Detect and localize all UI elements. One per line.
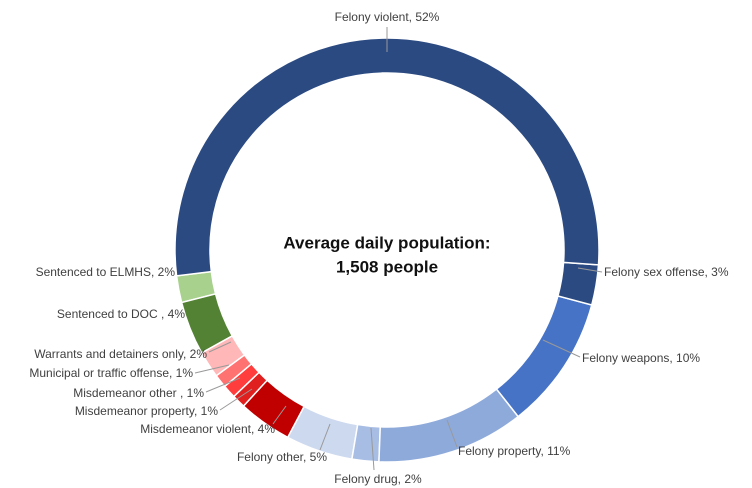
- leader-line: [272, 405, 287, 425]
- data-label: Sentenced to DOC , 4%: [57, 307, 185, 321]
- donut-segment: [557, 261, 600, 306]
- donut-segment: [286, 405, 359, 460]
- data-label: Felony drug, 2%: [334, 472, 422, 486]
- donut-segment: [215, 353, 253, 388]
- data-label: Misdemeanor property, 1%: [75, 404, 219, 418]
- donut-segment: [495, 295, 593, 418]
- leader-line: [219, 388, 253, 411]
- donut-segment: [180, 292, 234, 354]
- donut-segment: [232, 371, 269, 408]
- data-label: Warrants and detainers only, 2%: [34, 347, 207, 361]
- leader-line: [542, 339, 581, 358]
- center-label: Average daily population:: [283, 233, 490, 252]
- donut-segment: [174, 37, 600, 277]
- leader-line: [205, 377, 241, 393]
- data-label: Felony weapons, 10%: [582, 351, 700, 365]
- data-label: Misdemeanor other , 1%: [73, 386, 204, 400]
- donut-segment: [200, 334, 246, 377]
- data-label: Misdemeanor violent, 4%: [140, 422, 275, 436]
- donut-segment: [351, 423, 382, 463]
- leader-line: [208, 341, 232, 353]
- donut-segment: [242, 379, 306, 439]
- donut-segment: [223, 362, 261, 398]
- leader-line: [319, 423, 331, 451]
- data-label: Felony sex offense, 3%: [604, 265, 729, 279]
- leader-line: [370, 427, 375, 471]
- data-label: Municipal or traffic offense, 1%: [29, 366, 193, 380]
- data-label: Felony other, 5%: [237, 450, 327, 464]
- leader-line: [194, 364, 230, 374]
- leader-line: [577, 267, 603, 273]
- data-label: Sentenced to ELMHS, 2%: [36, 265, 176, 279]
- data-label: Felony violent, 52%: [335, 10, 440, 24]
- leader-line: [446, 419, 458, 448]
- center-label: 1,508 people: [336, 257, 438, 276]
- data-label: Felony property, 11%: [458, 444, 571, 458]
